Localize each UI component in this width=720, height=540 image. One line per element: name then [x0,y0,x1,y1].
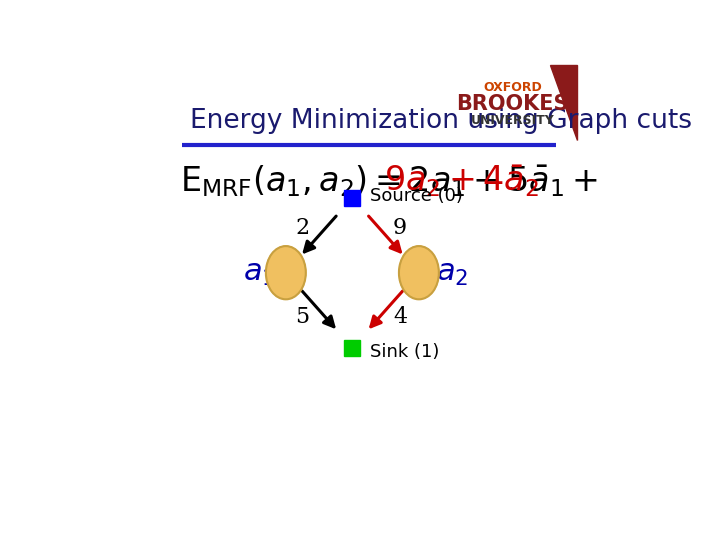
Text: OXFORD: OXFORD [483,81,542,94]
Text: $a_1$: $a_1$ [243,257,275,288]
Text: $9a_{\mathit{2}}+ 4\bar{a}_{\mathit{2}}$: $9a_{\mathit{2}}+ 4\bar{a}_{\mathit{2}}$ [384,164,539,199]
Ellipse shape [266,246,306,299]
Bar [344,190,360,206]
Ellipse shape [399,246,439,299]
Text: UNIVERSITY: UNIVERSITY [471,114,554,127]
Text: Source (0): Source (0) [370,187,463,205]
Bar [344,340,360,355]
Text: 9: 9 [393,217,408,239]
Polygon shape [550,65,577,140]
Text: Sink (1): Sink (1) [370,343,439,361]
Text: Energy Minimization using Graph cuts: Energy Minimization using Graph cuts [190,108,692,134]
Text: 2: 2 [295,217,310,239]
Text: $\mathrm{E}_{\mathrm{MRF}}(a_{\mathit{1}},a_{\mathit{2}}) = 2a_{\mathit{1}} + 5\: $\mathrm{E}_{\mathrm{MRF}}(a_{\mathit{1}… [180,164,598,199]
Text: $a_2$: $a_2$ [436,257,468,288]
Text: 4: 4 [393,306,408,328]
Text: BROOKES: BROOKES [456,94,569,114]
Text: 5: 5 [295,306,310,328]
